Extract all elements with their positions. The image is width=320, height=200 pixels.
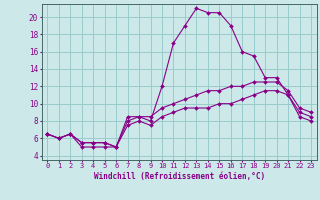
X-axis label: Windchill (Refroidissement éolien,°C): Windchill (Refroidissement éolien,°C) — [94, 172, 265, 181]
